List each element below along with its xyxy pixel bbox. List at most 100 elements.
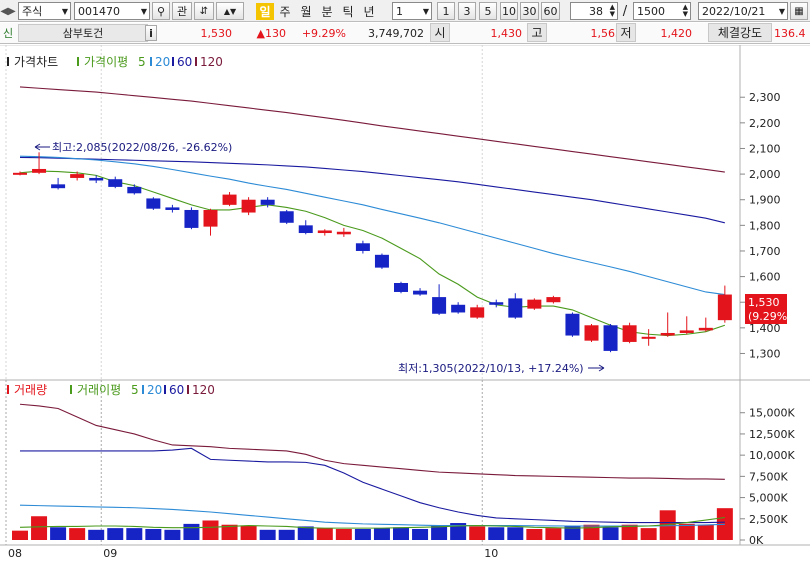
volume-bar xyxy=(50,527,67,540)
chevron-down-icon: ▼ xyxy=(422,6,429,16)
count-stepper-icon[interactable]: ▲ ▼ xyxy=(609,3,615,18)
volume-bar xyxy=(88,529,105,540)
ma60-legend-marker xyxy=(172,57,174,66)
moving-average-lines xyxy=(19,86,726,337)
candle-body xyxy=(432,297,447,314)
volume-bars xyxy=(12,508,733,540)
ma-legend-marker xyxy=(77,57,79,66)
tab-day[interactable]: 일 xyxy=(256,3,274,20)
high-annotation: 최고:2,085(2022/08/26, -26.62%) xyxy=(34,141,232,154)
date-input[interactable]: 2022/10/21 ▼ xyxy=(698,2,788,20)
volume-bar xyxy=(621,524,638,540)
ma20-legend-marker xyxy=(150,57,152,66)
quick-10-label: 10 xyxy=(502,4,516,18)
tab-day-label: 일 xyxy=(259,5,271,19)
ma60-line xyxy=(19,156,725,224)
stock-name-label: 삼부토건 xyxy=(62,27,104,40)
credit-badge-label: 신 xyxy=(2,27,14,40)
volume-bar xyxy=(221,524,238,540)
gwan-button[interactable]: 관 xyxy=(172,2,192,20)
candle-body xyxy=(641,336,656,339)
open-price-value: 1,430 xyxy=(490,27,523,40)
current-price: 1,530 xyxy=(168,26,233,41)
price-tick-label: 2,100 xyxy=(749,142,781,155)
volume-bar xyxy=(126,528,143,540)
low-annotation-text: 최저:1,305(2022/10/13, +17.24%) xyxy=(398,362,584,375)
quick-1-button[interactable]: 1 xyxy=(437,2,455,20)
interval-select[interactable]: 1 ▼ xyxy=(392,2,432,20)
quick-3-button[interactable]: 3 xyxy=(458,2,476,20)
low-label: 저 xyxy=(616,23,636,42)
stock-chart[interactable]: 2,300 2,200 2,100 2,000 1,900 1,800 1,700 1,600… xyxy=(0,45,810,562)
quick-10-button[interactable]: 10 xyxy=(500,2,518,20)
trade-volume: 3,749,702 xyxy=(350,26,424,41)
candle-body xyxy=(584,325,599,341)
chevron-down-icon: ▼ xyxy=(778,6,785,16)
market-select[interactable]: 주식 ▼ xyxy=(18,2,71,20)
prev-stock-icon[interactable]: ◀▶ xyxy=(0,5,16,17)
ma20-legend: 20 xyxy=(155,55,170,69)
quick-30-label: 30 xyxy=(522,4,537,18)
quick-60-button[interactable]: 60 xyxy=(541,2,560,20)
low-annotation: 최저:1,305(2022/10/13, +17.24%) xyxy=(398,362,605,375)
tab-week[interactable]: 주 xyxy=(276,3,294,20)
price-tick-label: 1,600 xyxy=(749,271,781,284)
volume-tick-label: 10,000K xyxy=(749,449,795,462)
tab-tick[interactable]: 틱 xyxy=(339,3,357,20)
volume-bar xyxy=(354,528,371,540)
quick-30-button[interactable]: 30 xyxy=(520,2,539,20)
search-button[interactable]: ⚲ xyxy=(152,2,170,20)
info-bar: 신 삼부토건 i 1,530 ▲130 +9.29% 3,749,702 시 1… xyxy=(0,23,810,44)
price-tick-label: 1,900 xyxy=(749,194,781,207)
volume-bar xyxy=(316,528,333,540)
volume-bar xyxy=(12,530,28,540)
x-tick-label: 10 xyxy=(484,547,498,560)
candle-body xyxy=(279,211,294,223)
search-icon: ⚲ xyxy=(156,4,166,18)
open-label-text: 시 xyxy=(434,26,446,40)
volume-bar xyxy=(164,529,181,540)
current-price-value: 1,530 xyxy=(200,27,233,40)
total-input[interactable]: 1500 ▲ ▼ xyxy=(633,2,691,20)
candle-body xyxy=(622,325,637,342)
calendar-button[interactable]: ▦ xyxy=(790,2,808,20)
calendar-icon: ▦ xyxy=(794,5,804,17)
candle-body xyxy=(146,198,161,209)
date-value: 2022/10/21 xyxy=(702,4,766,18)
quick-5-button[interactable]: 5 xyxy=(479,2,497,20)
tab-year[interactable]: 년 xyxy=(360,3,378,20)
volume-bar xyxy=(183,523,200,540)
candle-body xyxy=(394,283,408,292)
candle-body xyxy=(603,325,618,351)
volume-bar xyxy=(697,524,714,540)
strength-label-text: 체결강도 xyxy=(717,26,763,40)
volume-bar xyxy=(678,523,695,540)
chevron-down-icon: ▼ xyxy=(140,6,147,16)
candle-body xyxy=(565,313,580,336)
gwan-label: 관 xyxy=(176,5,188,18)
ma60-legend: 60 xyxy=(177,55,192,69)
strength-label: 체결강도 xyxy=(708,23,772,42)
ma5-line xyxy=(19,170,726,337)
arrow-right-icon xyxy=(598,364,605,372)
info-button[interactable]: i xyxy=(145,25,157,41)
count-input[interactable]: 38 ▲ ▼ xyxy=(570,2,618,20)
volume-ma-lines xyxy=(19,403,725,529)
price-change: ▲130 xyxy=(238,26,286,41)
total-stepper-icon[interactable]: ▲ ▼ xyxy=(682,3,688,18)
tab-year-label: 년 xyxy=(363,5,375,19)
stock-stepper[interactable]: ▲▼ xyxy=(216,2,244,20)
candle-body xyxy=(413,290,428,295)
low-label-text: 저 xyxy=(620,26,632,40)
candle-body xyxy=(32,168,47,173)
chart-background xyxy=(0,45,810,562)
credit-badge: 신 xyxy=(2,25,14,41)
tab-month[interactable]: 월 xyxy=(297,3,315,20)
vma60-legend-marker xyxy=(164,385,166,394)
stock-code-input[interactable]: 001470 ▼ xyxy=(74,2,150,20)
link-button[interactable]: ⇵ xyxy=(194,2,214,20)
tab-minute[interactable]: 분 xyxy=(318,3,336,20)
candle-body xyxy=(260,199,275,205)
tab-minute-label: 분 xyxy=(321,5,333,19)
candle-body xyxy=(51,184,66,189)
